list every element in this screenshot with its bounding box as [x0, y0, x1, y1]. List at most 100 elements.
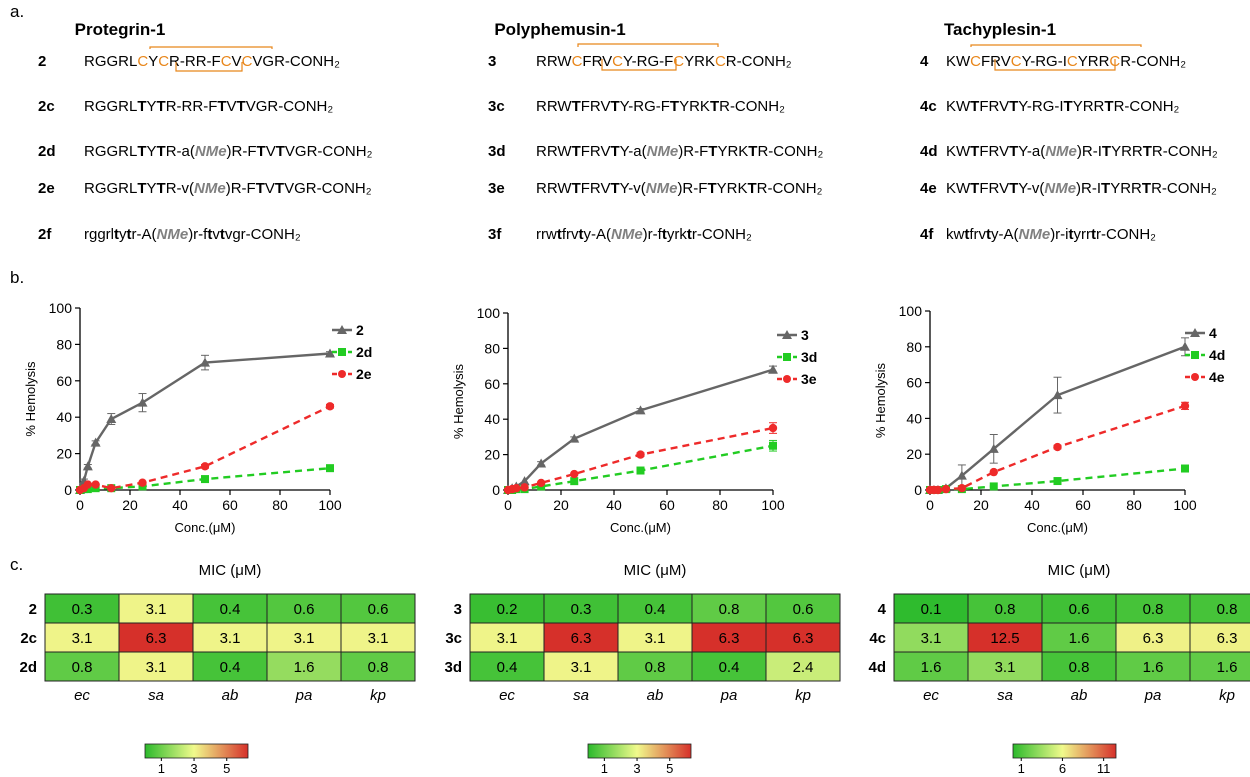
heatmap-column-label: sa	[997, 687, 1013, 704]
legend-label: 2e	[356, 366, 372, 382]
legend-label: 4e	[1209, 369, 1225, 385]
x-tick-label: 100	[1173, 497, 1197, 513]
color-scale-label: 1	[158, 761, 165, 776]
heatmap-title: MIC (μM)	[199, 562, 262, 579]
heatmap-cell-value: 0.6	[294, 601, 315, 618]
heatmap-cell-value: 0.1	[921, 601, 942, 618]
disulfide-brackets	[149, 43, 1142, 72]
heatmap-cell	[893, 622, 969, 653]
heatmap-cell	[543, 622, 619, 653]
heatmap-cell-value: 0.8	[1217, 601, 1238, 618]
x-tick-label: 100	[761, 497, 785, 513]
peptide-title: Tachyplesin-1	[943, 20, 1057, 39]
heatmap-cell	[617, 593, 693, 624]
data-point	[201, 475, 209, 484]
peptide-id: 3e	[488, 180, 505, 197]
peptide-id: 3c	[488, 98, 505, 115]
peptide-sequence: RRWTFRVTY-v(NMe)R-FTYRKTR-CONH₂	[536, 180, 823, 197]
heatmap-row-label: 2	[29, 601, 37, 618]
y-tick-label: 100	[899, 303, 923, 319]
heatmap-cell-value: 6.3	[146, 630, 167, 647]
x-tick-label: 20	[122, 497, 138, 513]
data-point	[635, 405, 646, 415]
legend-marker	[783, 353, 791, 361]
heatmap-cell-value: 0.4	[220, 601, 241, 618]
heatmap-cell	[1041, 622, 1117, 653]
peptide-id: 4	[920, 53, 929, 70]
heatmap-cell-value: 0.8	[1143, 601, 1164, 618]
heatmap-cell	[118, 622, 194, 653]
heatmap-cell-value: 3.1	[645, 630, 666, 647]
heatmap-cell	[967, 651, 1043, 682]
heatmap-cell-value: 3.1	[72, 630, 93, 647]
legend-label: 3e	[801, 371, 817, 387]
x-tick-label: 80	[712, 497, 728, 513]
heatmap-column-label: pa	[1144, 687, 1162, 704]
color-scale-label: 3	[633, 761, 640, 776]
heatmap-cell-value: 0.4	[497, 659, 518, 676]
heatmap-cell	[691, 651, 767, 682]
heatmap-cell-value: 3.1	[146, 601, 167, 618]
y-tick-label: 40	[484, 411, 500, 427]
heatmap-cell-value: 0.8	[645, 659, 666, 676]
color-scale-bar	[587, 743, 692, 759]
data-point	[519, 476, 530, 486]
color-scale-label: 6	[1059, 761, 1066, 776]
heatmap-cell-value: 0.4	[645, 601, 666, 618]
heatmap-cell	[967, 622, 1043, 653]
heatmap-row-label: 3d	[444, 659, 462, 676]
peptide-sequence: RRWTFRVTY-a(NMe)R-FTYRKTR-CONH₂	[536, 143, 824, 160]
data-point	[988, 443, 999, 453]
heatmap-cell-value: 1.6	[921, 659, 942, 676]
heatmap-cell	[893, 593, 969, 624]
heatmap-cell-value: 6.3	[793, 630, 814, 647]
color-scale-bar	[1012, 743, 1117, 759]
heatmap-column-label: kp	[795, 687, 811, 704]
data-point	[989, 482, 998, 491]
data-point	[1052, 390, 1063, 400]
legend-marker	[1191, 351, 1199, 359]
x-tick-label: 0	[76, 497, 84, 513]
disulfide-bond	[149, 46, 273, 49]
heatmap-cell-value: 0.8	[1069, 659, 1090, 676]
data-point	[82, 461, 93, 471]
heatmap-title: MIC (μM)	[624, 562, 687, 579]
heatmap-cell-value: 3.1	[497, 630, 518, 647]
heatmap-cell	[543, 593, 619, 624]
heatmap-cell	[617, 651, 693, 682]
peptide-id: 3	[488, 53, 497, 70]
data-point	[570, 477, 579, 486]
x-axis-label: Conc.(μM)	[610, 520, 671, 535]
heatmap-cell-value: 6.3	[571, 630, 592, 647]
legend-label: 3d	[801, 349, 817, 365]
heatmap-cell	[1041, 593, 1117, 624]
x-axis-label: Conc.(μM)	[1027, 520, 1088, 535]
data-point	[137, 397, 148, 407]
heatmap-cell-value: 0.6	[1069, 601, 1090, 618]
heatmap-cell	[543, 651, 619, 682]
peptide-id: 3f	[488, 226, 502, 243]
heatmap-cell	[1115, 593, 1191, 624]
heatmap-cell	[192, 622, 268, 653]
data-point	[106, 414, 117, 424]
peptide-sequence: RRWCFRVCY-RG-FCYRKCR-CONH₂	[536, 53, 792, 70]
heatmap-cell	[1115, 622, 1191, 653]
y-tick-label: 100	[477, 305, 501, 321]
heatmap-cell-value: 3.1	[571, 659, 592, 676]
data-point	[91, 480, 100, 489]
data-point	[569, 433, 580, 443]
peptide-id: 2d	[38, 143, 56, 160]
heatmap-cell	[1115, 651, 1191, 682]
heatmap-cell-value: 0.2	[497, 601, 518, 618]
heatmap-cell-value: 0.6	[368, 601, 389, 618]
x-axis-label: Conc.(μM)	[175, 520, 236, 535]
peptide-sequence: rggrltytr-A(NMe)r-ftvtvgr-CONH₂	[84, 226, 301, 243]
data-point	[536, 458, 547, 468]
heatmap-cell-value: 1.6	[1069, 630, 1090, 647]
data-point	[636, 450, 645, 459]
heatmap-cell-value: 0.6	[793, 601, 814, 618]
peptide-title: Polyphemusin-1	[494, 20, 626, 39]
data-point	[989, 467, 998, 477]
heatmap-cell	[118, 593, 194, 624]
peptide-sequence: RGGRLCYCR-RR-FCVCVGR-CONH₂	[84, 53, 340, 70]
